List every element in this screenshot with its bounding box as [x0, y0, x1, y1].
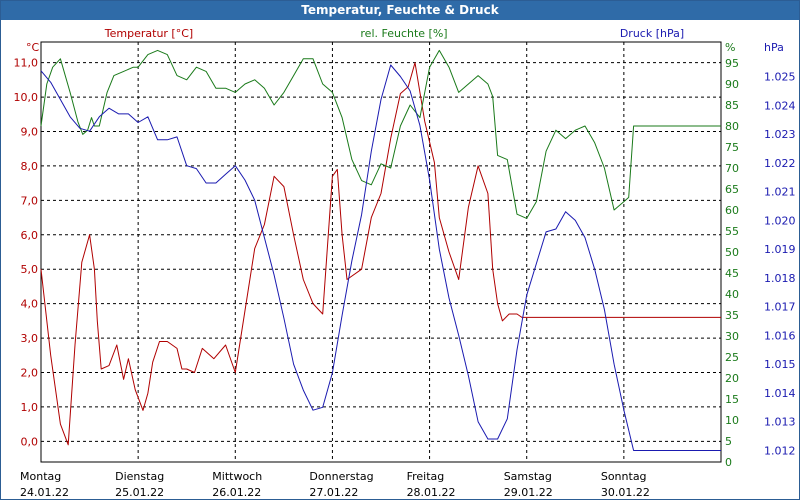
temp-tick-label: 3,0 — [21, 332, 39, 345]
pressure-tick-label: 1.025 — [764, 71, 796, 84]
pressure-tick-label: 1.016 — [764, 329, 796, 342]
temp-tick-label: 1,0 — [21, 401, 39, 414]
humidity-tick-label: 25 — [725, 351, 739, 364]
day-name-label: Samstag — [504, 470, 552, 483]
temp-axis-title: Temperatur [°C] — [104, 27, 193, 40]
pressure-tick-label: 1.020 — [764, 214, 796, 227]
day-name-label: Donnerstag — [309, 470, 373, 483]
humidity-tick-label: 70 — [725, 162, 739, 175]
day-date-label: 24.01.22 — [20, 486, 69, 499]
humidity-unit-label: % — [725, 41, 735, 54]
humidity-tick-label: 55 — [725, 225, 739, 238]
humidity-tick-label: 90 — [725, 78, 739, 91]
title-bar: Temperatur, Feuchte & Druck — [1, 1, 799, 20]
humidity-tick-label: 5 — [725, 435, 732, 448]
day-name-label: Mittwoch — [212, 470, 262, 483]
pressure-tick-label: 1.019 — [764, 243, 796, 256]
day-date-label: 28.01.22 — [407, 486, 456, 499]
pressure-tick-label: 1.017 — [764, 301, 796, 314]
humidity-tick-label: 95 — [725, 57, 739, 70]
humidity-tick-label: 35 — [725, 309, 739, 322]
temp-tick-label: 7,0 — [21, 194, 39, 207]
temp-tick-label: 6,0 — [21, 229, 39, 242]
window-title: Temperatur, Feuchte & Druck — [301, 3, 499, 17]
humidity-tick-label: 80 — [725, 120, 739, 133]
temp-tick-label: 11,0 — [14, 57, 39, 70]
humidity-line — [40, 49, 721, 219]
humidity-tick-label: 50 — [725, 246, 739, 259]
day-date-label: 26.01.22 — [212, 486, 261, 499]
day-date-label: 30.01.22 — [601, 486, 650, 499]
pressure-tick-label: 1.024 — [764, 99, 796, 112]
humidity-tick-label: 10 — [725, 414, 739, 427]
day-name-label: Montag — [20, 470, 61, 483]
day-name-label: Freitag — [407, 470, 445, 483]
day-name-label: Dienstag — [115, 470, 164, 483]
humidity-tick-label: 85 — [725, 99, 739, 112]
humidity-tick-label: 75 — [725, 141, 739, 154]
temp-tick-label: 8,0 — [21, 160, 39, 173]
humidity-tick-label: 30 — [725, 330, 739, 343]
humidity-tick-label: 0 — [725, 456, 732, 469]
pressure-tick-label: 1.021 — [764, 186, 796, 199]
day-name-label: Sonntag — [601, 470, 647, 483]
temp-tick-label: 2,0 — [21, 366, 39, 379]
temp-tick-label: 10,0 — [14, 91, 39, 104]
pressure-line — [40, 64, 721, 451]
humidity-tick-label: 65 — [725, 183, 739, 196]
day-date-label: 29.01.22 — [504, 486, 553, 499]
pressure-tick-label: 1.018 — [764, 272, 796, 285]
pressure-tick-label: 1.013 — [764, 416, 796, 429]
day-date-label: 27.01.22 — [309, 486, 358, 499]
pressure-tick-label: 1.014 — [764, 387, 796, 400]
pressure-axis-title: Druck [hPa] — [620, 27, 684, 40]
temp-tick-label: 4,0 — [21, 298, 39, 311]
temp-tick-label: 9,0 — [21, 126, 39, 139]
humidity-tick-label: 45 — [725, 267, 739, 280]
plot-area — [40, 41, 722, 463]
temp-tick-label: 0,0 — [21, 435, 39, 448]
day-date-label: 25.01.22 — [115, 486, 164, 499]
pressure-tick-label: 1.015 — [764, 358, 796, 371]
pressure-tick-label: 1.012 — [764, 444, 796, 457]
pressure-tick-label: 1.023 — [764, 128, 796, 141]
temp-tick-label: 5,0 — [21, 263, 39, 276]
humidity-tick-label: 20 — [725, 372, 739, 385]
pressure-tick-label: 1.022 — [764, 157, 796, 170]
pressure-unit-label: hPa — [764, 41, 784, 54]
humidity-axis-title: rel. Feuchte [%] — [360, 27, 447, 40]
humidity-tick-label: 60 — [725, 204, 739, 217]
temp-unit-label: °C — [26, 41, 40, 54]
temperature-line — [40, 62, 721, 446]
humidity-tick-label: 40 — [725, 288, 739, 301]
humidity-tick-label: 15 — [725, 393, 739, 406]
